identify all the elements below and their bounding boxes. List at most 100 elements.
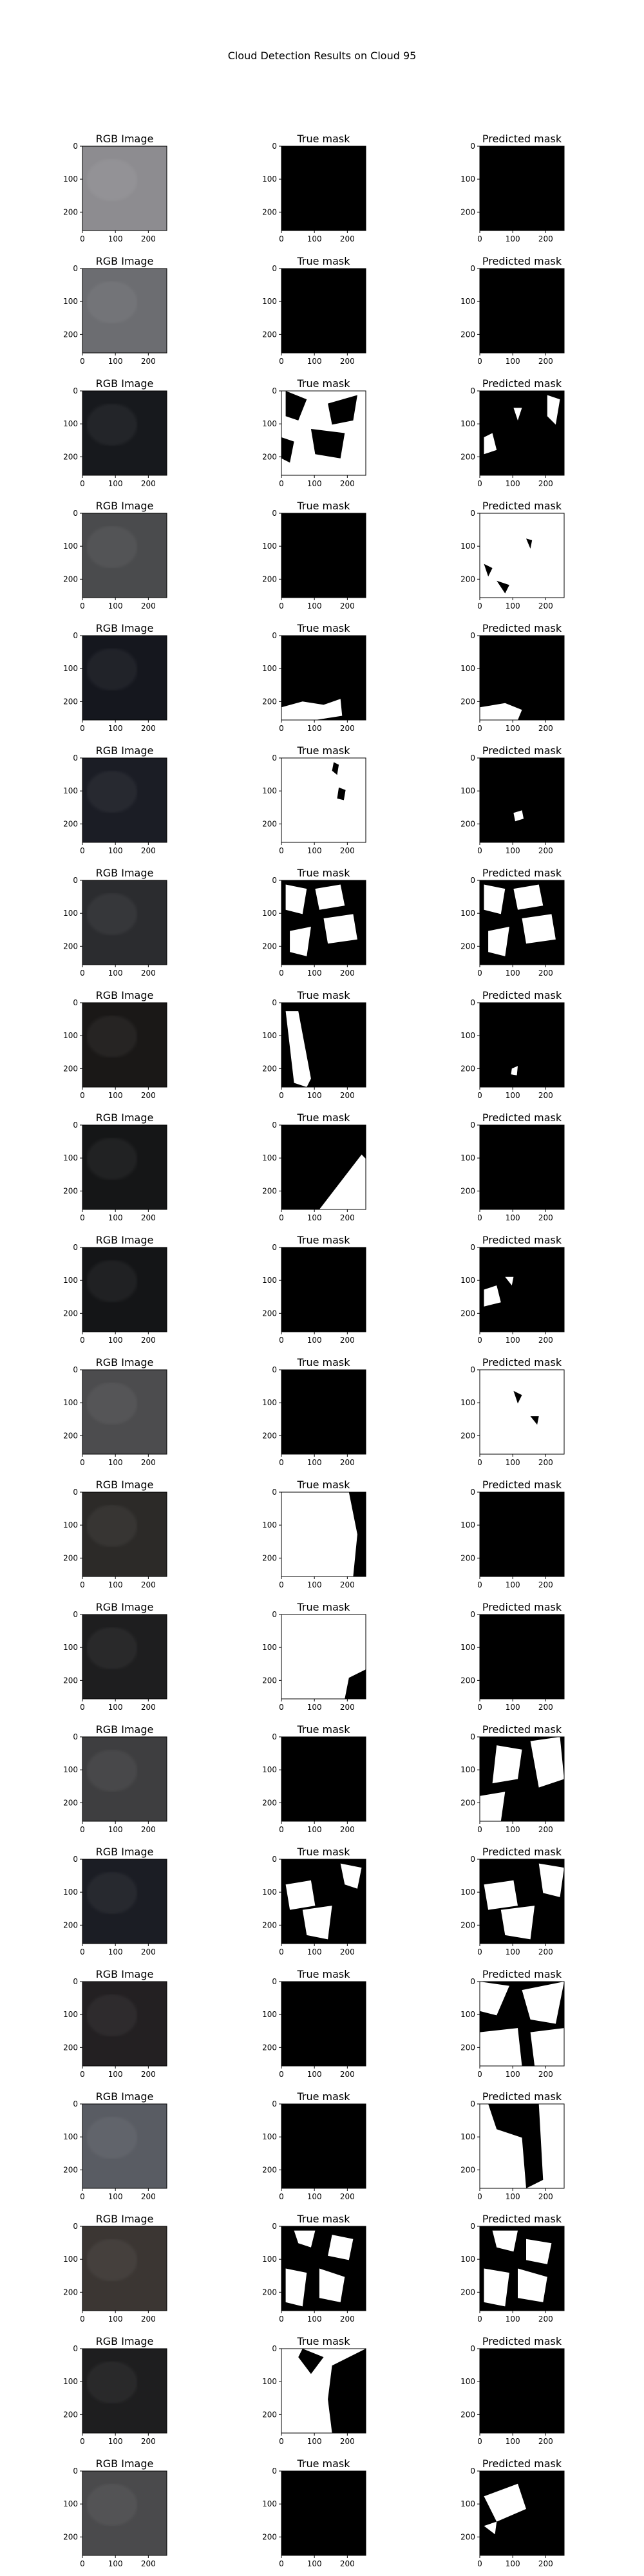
- x-tick-label: 0: [477, 479, 482, 488]
- true-mask-fill: [281, 1370, 366, 1454]
- y-tick-label: 0: [470, 1488, 475, 1497]
- x-tick-label: 0: [279, 601, 284, 611]
- y-tick-label: 0: [73, 1488, 78, 1497]
- panel-frame: [479, 635, 565, 721]
- panel-title-2: Predicted mask: [482, 1234, 562, 1246]
- rgb-texture: [86, 403, 138, 446]
- predicted-mask-region: [484, 1880, 518, 1910]
- y-tick-label: 200: [63, 1920, 78, 1929]
- y-tick-label: 0: [73, 998, 78, 1007]
- x-tick-label: 0: [477, 2559, 482, 2568]
- y-tick-label: 200: [460, 330, 475, 339]
- panel-frame: [479, 1859, 565, 1944]
- panel-frame: [281, 1614, 366, 1700]
- x-tick-label: 0: [80, 1458, 85, 1467]
- panel-title-1: True mask: [296, 622, 350, 634]
- y-tick-label: 0: [272, 264, 277, 273]
- y-tick-label: 100: [460, 542, 475, 551]
- panel-frame: [281, 2226, 366, 2311]
- y-tick-label: 100: [460, 1153, 475, 1162]
- y-tick-label: 100: [460, 664, 475, 673]
- y-tick-label: 200: [63, 942, 78, 951]
- y-tick-label: 0: [470, 1977, 475, 1986]
- predicted-mask-region: [513, 408, 522, 421]
- y-tick-label: 0: [73, 264, 78, 273]
- y-tick-label: 100: [63, 664, 78, 673]
- true-mask-fill: [281, 513, 366, 598]
- panel-title-0: RGB Image: [96, 1601, 154, 1613]
- predicted-mask-region: [505, 1276, 514, 1285]
- x-tick-label: 100: [108, 846, 123, 855]
- true-mask-region: [310, 429, 345, 459]
- panel-frame: [82, 513, 167, 598]
- x-tick-label: 200: [538, 479, 553, 488]
- predicted-mask-region: [538, 1863, 564, 1897]
- predicted-mask-region: [484, 884, 506, 914]
- predicted-mask-region: [526, 538, 533, 549]
- x-tick-label: 0: [80, 357, 85, 366]
- x-tick-label: 100: [108, 2437, 123, 2446]
- panel-title-2: Predicted mask: [482, 2335, 562, 2347]
- x-tick-label: 0: [279, 1213, 284, 1222]
- x-tick-label: 0: [279, 1091, 284, 1100]
- x-tick-label: 0: [279, 1703, 284, 1712]
- x-tick-label: 200: [141, 2315, 156, 2324]
- x-tick-label: 200: [340, 1580, 355, 1589]
- panel-frame: [281, 2103, 366, 2189]
- y-tick-label: 0: [272, 1488, 277, 1497]
- y-tick-label: 200: [262, 1309, 277, 1318]
- y-tick-label: 100: [262, 2132, 277, 2141]
- x-tick-label: 200: [340, 2559, 355, 2568]
- x-tick-label: 200: [340, 2315, 355, 2324]
- y-tick-label: 200: [460, 1553, 475, 1562]
- x-tick-label: 200: [141, 1213, 156, 1222]
- x-tick-label: 100: [307, 1703, 322, 1712]
- y-tick-label: 0: [73, 1610, 78, 1619]
- y-tick-label: 200: [262, 1186, 277, 1195]
- panel-frame: [479, 1614, 565, 1700]
- panel-title-0: RGB Image: [96, 133, 154, 145]
- predicted-mask-region: [484, 433, 497, 455]
- x-tick-label: 100: [506, 846, 520, 855]
- x-tick-label: 100: [108, 1825, 123, 1834]
- panel-frame: [82, 1247, 167, 1332]
- y-tick-label: 0: [73, 876, 78, 885]
- true-mask-region: [294, 2230, 316, 2248]
- true-mask-fill: [281, 2104, 366, 2188]
- x-tick-label: 0: [477, 601, 482, 611]
- y-tick-label: 0: [73, 1365, 78, 1374]
- panel-title-1: True mask: [296, 867, 350, 879]
- x-tick-label: 200: [141, 724, 156, 733]
- x-tick-label: 0: [477, 1458, 482, 1467]
- panel-frame: [82, 2470, 167, 2556]
- x-tick-label: 100: [506, 1213, 520, 1222]
- y-tick-label: 100: [63, 1888, 78, 1897]
- panel-title-0: RGB Image: [96, 1234, 154, 1246]
- y-tick-label: 0: [470, 1243, 475, 1252]
- y-tick-label: 0: [73, 1732, 78, 1741]
- predicted-mask-region: [480, 1792, 506, 1821]
- x-tick-label: 0: [279, 234, 284, 243]
- x-tick-label: 100: [307, 1825, 322, 1834]
- true-mask-region: [348, 1492, 366, 1577]
- y-tick-label: 200: [262, 942, 277, 951]
- x-tick-label: 0: [477, 1091, 482, 1100]
- x-tick-label: 100: [307, 1336, 322, 1345]
- panel-title-1: True mask: [296, 255, 350, 267]
- panel-title-1: True mask: [296, 2090, 350, 2103]
- y-tick-label: 0: [73, 2222, 78, 2231]
- panel-title-1: True mask: [296, 744, 350, 757]
- y-tick-label: 200: [63, 574, 78, 583]
- x-tick-label: 200: [538, 2437, 553, 2446]
- panel-title-0: RGB Image: [96, 622, 154, 634]
- y-tick-label: 200: [460, 1064, 475, 1073]
- y-tick-label: 200: [63, 697, 78, 706]
- y-tick-label: 0: [272, 2467, 277, 2476]
- x-tick-label: 0: [279, 357, 284, 366]
- y-tick-label: 100: [262, 1765, 277, 1774]
- x-tick-label: 200: [340, 1213, 355, 1222]
- predicted-mask-region: [484, 2521, 497, 2535]
- panel-title-1: True mask: [296, 377, 350, 390]
- panel-title-2: Predicted mask: [482, 255, 562, 267]
